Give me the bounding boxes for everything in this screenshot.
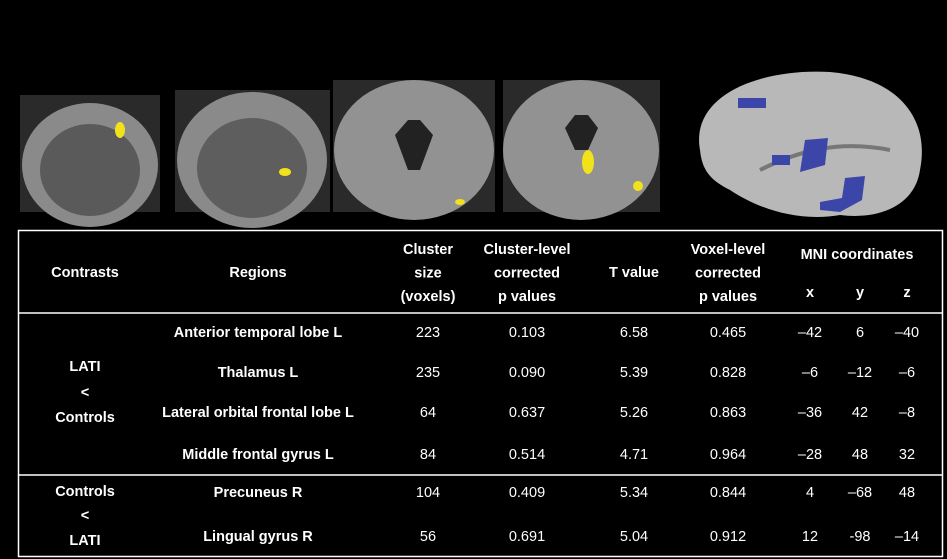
region: Lingual gyrus R — [203, 529, 313, 545]
contrast-label: < — [81, 385, 89, 401]
cell: 5.39 — [620, 365, 648, 381]
page: {"table":{ "header":{ "contrasts":"Contr… — [0, 0, 947, 559]
region: Lateral orbital frontal lobe L — [162, 405, 354, 421]
cell: 64 — [420, 405, 436, 421]
activation — [582, 150, 594, 174]
cell: 5.26 — [620, 405, 648, 421]
cell: 12 — [802, 529, 818, 545]
header-cell: (voxels) — [401, 289, 456, 305]
header-cell: Contrasts — [51, 265, 119, 281]
activation — [738, 98, 766, 108]
cell: 0.828 — [710, 365, 746, 381]
header-cell: p values — [699, 289, 757, 305]
cell: 32 — [899, 447, 915, 463]
cell: 104 — [416, 485, 440, 501]
figure: Contrasts Regions Cluster size (voxels) Clust… — [0, 0, 947, 559]
cell: 0.514 — [509, 447, 545, 463]
cell: 0.912 — [710, 529, 746, 545]
header-cell: corrected — [695, 265, 761, 281]
cell: 48 — [852, 447, 868, 463]
contrast-label: < — [81, 508, 89, 524]
region: Thalamus L — [218, 365, 299, 381]
cell: 0.090 — [509, 365, 545, 381]
cell: -98 — [850, 529, 871, 545]
header-cell: Cluster-level — [483, 242, 570, 258]
cell: –6 — [802, 365, 818, 381]
header-cell: size — [414, 265, 441, 281]
cell: 48 — [899, 485, 915, 501]
cell: –68 — [848, 485, 872, 501]
activation — [279, 168, 291, 176]
cell: 223 — [416, 325, 440, 341]
cell: 0.409 — [509, 485, 545, 501]
contrast-label: LATI — [69, 533, 100, 549]
cell: 0.863 — [710, 405, 746, 421]
cell: –12 — [848, 365, 872, 381]
cell: 4.71 — [620, 447, 648, 463]
contrast-label: LATI — [69, 359, 100, 375]
region: Precuneus R — [214, 485, 303, 501]
header-cell: Cluster — [403, 242, 453, 258]
slice-inner — [40, 124, 140, 216]
cell: 0.844 — [710, 485, 746, 501]
header-cell: Voxel-level — [691, 242, 766, 258]
contrast-label: Controls — [55, 410, 115, 426]
header-cell: x — [806, 285, 814, 301]
cell: 42 — [852, 405, 868, 421]
cell: –42 — [798, 325, 822, 341]
cell: –40 — [895, 325, 919, 341]
contrast-label: Controls — [55, 484, 115, 500]
cell: –8 — [899, 405, 915, 421]
header-cell: T value — [609, 265, 659, 281]
cell: 235 — [416, 365, 440, 381]
cell: 0.691 — [509, 529, 545, 545]
header-cell: z — [903, 285, 910, 301]
region: Anterior temporal lobe L — [174, 325, 343, 341]
cell: –28 — [798, 447, 822, 463]
cell: 5.04 — [620, 529, 648, 545]
activation — [455, 199, 465, 205]
header-cell: y — [856, 285, 864, 301]
cell: 0.465 — [710, 325, 746, 341]
cell: –36 — [798, 405, 822, 421]
header-cell: MNI coordinates — [801, 247, 914, 263]
header-cell: Regions — [229, 265, 286, 281]
header-cell: p values — [498, 289, 556, 305]
cell: 6.58 — [620, 325, 648, 341]
slice-inner — [197, 118, 307, 218]
cell: 84 — [420, 447, 436, 463]
header-cell: corrected — [494, 265, 560, 281]
activation — [772, 155, 790, 165]
cell: 4 — [806, 485, 814, 501]
cell: 6 — [856, 325, 864, 341]
activation — [633, 181, 643, 191]
cell: –6 — [899, 365, 915, 381]
cell: 56 — [420, 529, 436, 545]
activation — [115, 122, 125, 138]
cell: 0.964 — [710, 447, 746, 463]
region: Middle frontal gyrus L — [182, 447, 334, 463]
cell: –14 — [895, 529, 919, 545]
cell: 0.637 — [509, 405, 545, 421]
cell: 5.34 — [620, 485, 648, 501]
brain-images — [20, 72, 922, 228]
cell: 0.103 — [509, 325, 545, 341]
